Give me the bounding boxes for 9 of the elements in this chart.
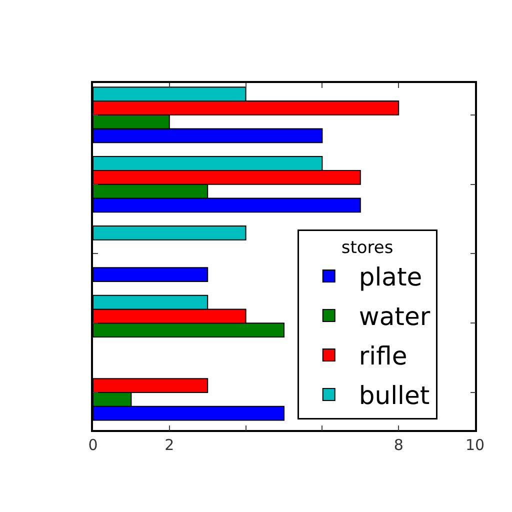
legend-label: bullet — [358, 381, 430, 410]
legend-label: water — [358, 302, 431, 332]
x-tick-label: 0 — [88, 436, 98, 454]
x-tick-label: 10 — [465, 436, 485, 454]
legend-title: stores — [341, 238, 394, 258]
legend-label: rifle — [358, 342, 408, 371]
x-tick-label: 8 — [394, 436, 404, 454]
legend-label: plate — [358, 262, 422, 292]
x-tick-label: 2 — [164, 436, 174, 454]
